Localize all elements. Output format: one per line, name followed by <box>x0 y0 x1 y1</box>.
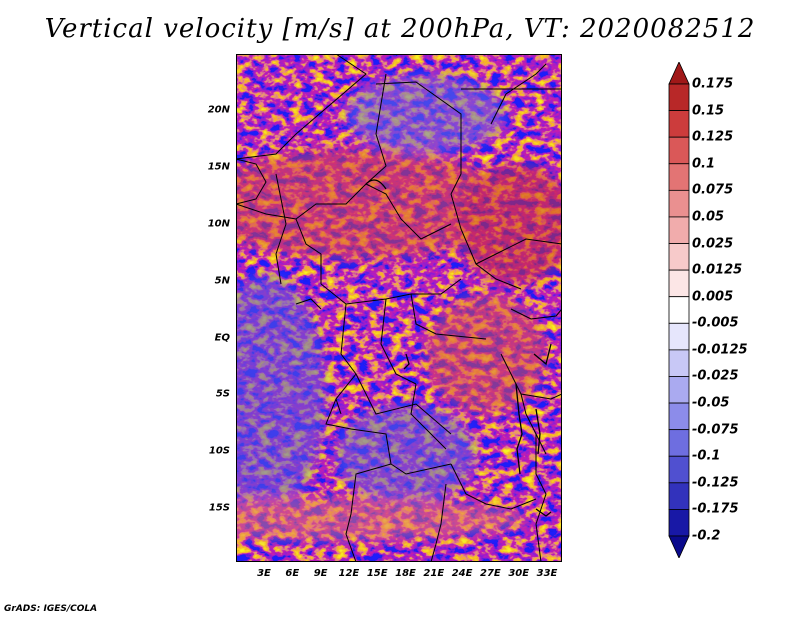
colorbar-label: -0.0125 <box>692 342 748 358</box>
map-frame <box>236 54 562 562</box>
lon-label: 6E <box>285 568 300 579</box>
colorbar-label: -0.2 <box>692 528 721 544</box>
colorbar-label: -0.175 <box>692 501 739 517</box>
colorbar-swatch <box>668 509 690 537</box>
colorbar-swatch <box>668 189 690 218</box>
blue-region-atlantic <box>236 274 326 514</box>
colorbar-swatch <box>668 322 690 351</box>
lat-label: 5N <box>214 275 230 287</box>
colorbar-swatch <box>668 535 690 558</box>
chart-title: Vertical velocity [m/s] at 200hPa, VT: 2… <box>44 14 756 44</box>
colorbar-swatch <box>668 83 690 111</box>
lon-label: 3E <box>257 568 271 579</box>
colorbar-label: -0.1 <box>692 448 721 464</box>
lon-label: 18E <box>395 568 416 579</box>
colorbar-swatch <box>668 349 690 377</box>
colorbar-swatch <box>668 269 690 298</box>
colorbar-label: -0.005 <box>692 315 739 331</box>
colorbar-label: -0.05 <box>692 395 730 411</box>
colorbar-label: 0.0125 <box>692 262 743 278</box>
colorbar-swatch <box>668 455 690 484</box>
colorbar-swatch <box>668 136 690 165</box>
lon-label: 21E <box>423 568 445 579</box>
colorbar-label: 0.05 <box>692 209 725 225</box>
colorbar-label: 0.025 <box>692 236 734 252</box>
lon-label: 9E <box>313 568 328 579</box>
colorbar-label: 0.125 <box>692 129 734 145</box>
lat-label: 15S <box>208 502 230 514</box>
lat-label: 20N <box>207 104 230 116</box>
lat-label: EQ <box>214 332 230 344</box>
red-band-south <box>236 497 526 541</box>
colorbar-swatch <box>668 402 690 431</box>
lat-label: 10N <box>207 218 230 230</box>
lon-label: 24E <box>451 568 473 579</box>
colorbar-swatch <box>668 482 690 510</box>
colorbar-swatch <box>668 243 690 271</box>
colorbar-swatch <box>668 296 690 324</box>
colorbar-swatch <box>668 62 690 85</box>
lon-label: 15E <box>366 568 388 579</box>
colorbar-label: 0.005 <box>692 289 734 305</box>
colorbar-label: 0.15 <box>692 103 725 119</box>
country-borders <box>236 54 562 562</box>
lat-label: 10S <box>208 445 230 457</box>
credit-text: GrADS: IGES/COLA <box>4 604 98 614</box>
colorbar-swatch <box>668 216 690 244</box>
lat-label: 15N <box>207 161 230 173</box>
red-region-congo <box>426 294 546 414</box>
colorbar-swatch <box>668 163 690 191</box>
velocity-map <box>236 54 562 562</box>
colorbar-label: -0.075 <box>692 422 739 438</box>
colorbar-label: 0.1 <box>692 156 716 172</box>
colorbar-label: 0.175 <box>692 76 734 92</box>
lakes-and-coasts <box>365 179 552 517</box>
colorbar-swatch <box>668 110 690 138</box>
colorbar-swatch <box>668 376 690 404</box>
blue-region-sahara <box>346 74 506 154</box>
colorbar-label: -0.025 <box>692 368 739 384</box>
colorbar-swatch <box>668 429 690 457</box>
lon-label: 27E <box>480 568 501 579</box>
colorbar-label: 0.075 <box>692 182 734 198</box>
colorbar-label: -0.125 <box>692 475 739 491</box>
lat-label: 5S <box>215 388 230 400</box>
lon-label: 30E <box>508 568 530 579</box>
colorbar <box>668 62 690 558</box>
blue-region-south <box>336 404 476 504</box>
lon-label: 33E <box>536 568 558 579</box>
lon-label: 12E <box>338 568 360 579</box>
red-region-sahel <box>236 149 516 259</box>
red-region-east <box>456 164 562 284</box>
